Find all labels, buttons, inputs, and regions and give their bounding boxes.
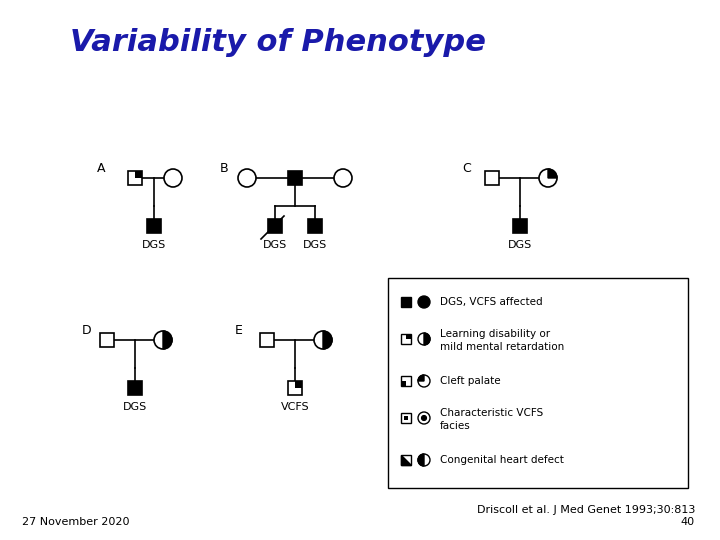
Bar bbox=[268, 219, 282, 233]
Text: Cleft palate: Cleft palate bbox=[440, 376, 500, 386]
Bar bbox=[295, 381, 302, 388]
Bar bbox=[401, 297, 411, 307]
Circle shape bbox=[314, 331, 332, 349]
Bar bbox=[147, 219, 161, 233]
Circle shape bbox=[154, 331, 172, 349]
Circle shape bbox=[418, 412, 430, 424]
Circle shape bbox=[238, 169, 256, 187]
Wedge shape bbox=[323, 331, 332, 349]
Polygon shape bbox=[401, 455, 411, 465]
Circle shape bbox=[539, 169, 557, 187]
Circle shape bbox=[418, 333, 430, 345]
Wedge shape bbox=[424, 333, 430, 345]
Text: D: D bbox=[82, 324, 91, 337]
Bar bbox=[401, 413, 411, 423]
Circle shape bbox=[334, 169, 352, 187]
Text: Driscoll et al. J Med Genet 1993;30:813: Driscoll et al. J Med Genet 1993;30:813 bbox=[477, 505, 695, 515]
Text: A: A bbox=[97, 162, 106, 175]
Wedge shape bbox=[418, 375, 424, 381]
Text: facies: facies bbox=[440, 421, 471, 431]
Text: 40: 40 bbox=[681, 517, 695, 527]
Text: C: C bbox=[462, 162, 471, 175]
Text: VCFS: VCFS bbox=[281, 402, 310, 412]
Bar bbox=[513, 219, 527, 233]
Circle shape bbox=[164, 169, 182, 187]
Text: DGS, VCFS affected: DGS, VCFS affected bbox=[440, 297, 543, 307]
Bar bbox=[128, 381, 142, 395]
Wedge shape bbox=[163, 331, 172, 349]
Bar bbox=[401, 381, 406, 386]
Circle shape bbox=[418, 375, 430, 387]
Bar bbox=[135, 171, 142, 178]
Text: B: B bbox=[220, 162, 229, 175]
Circle shape bbox=[418, 296, 430, 308]
Wedge shape bbox=[548, 169, 557, 178]
Text: E: E bbox=[235, 324, 243, 337]
Bar bbox=[260, 333, 274, 347]
Bar bbox=[406, 334, 411, 339]
Text: 27 November 2020: 27 November 2020 bbox=[22, 517, 130, 527]
Text: Characteristic VCFS: Characteristic VCFS bbox=[440, 408, 544, 418]
Bar bbox=[308, 219, 322, 233]
Bar bbox=[128, 171, 142, 185]
Text: DGS: DGS bbox=[508, 240, 532, 250]
Text: DGS: DGS bbox=[142, 240, 166, 250]
Bar bbox=[401, 334, 411, 344]
Bar bbox=[388, 278, 688, 488]
Bar bbox=[401, 455, 411, 465]
Bar bbox=[288, 171, 302, 185]
Wedge shape bbox=[418, 454, 424, 466]
Text: mild mental retardation: mild mental retardation bbox=[440, 342, 564, 352]
Bar bbox=[288, 381, 302, 395]
Text: DGS: DGS bbox=[263, 240, 287, 250]
Text: DGS: DGS bbox=[303, 240, 327, 250]
Bar bbox=[485, 171, 499, 185]
Bar bbox=[401, 376, 411, 386]
Text: DGS: DGS bbox=[123, 402, 147, 412]
Text: Learning disability or: Learning disability or bbox=[440, 329, 550, 339]
Bar bbox=[100, 333, 114, 347]
Bar bbox=[404, 416, 408, 420]
Text: Variability of Phenotype: Variability of Phenotype bbox=[70, 28, 486, 57]
Text: Congenital heart defect: Congenital heart defect bbox=[440, 455, 564, 465]
Circle shape bbox=[418, 454, 430, 466]
Circle shape bbox=[422, 416, 426, 421]
